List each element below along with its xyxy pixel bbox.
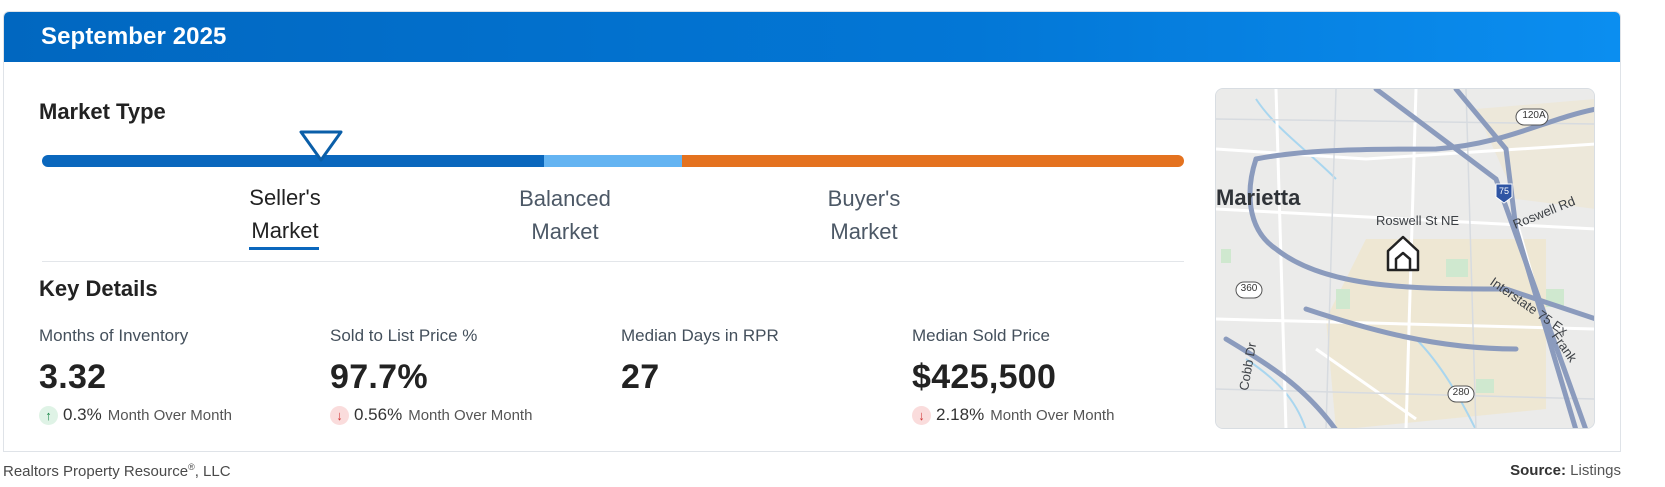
stat-median-days: Median Days in RPR 27 [621, 326, 901, 397]
stat-label: Sold to List Price % [330, 326, 478, 345]
stat-median-sold-price: Median Sold Price $425,500 ↓ 2.18% Month… [912, 326, 1192, 425]
change-period: Month Over Month [107, 406, 232, 424]
map-graphic [1216, 89, 1594, 428]
route-shield-360 [1235, 281, 1263, 299]
shield-label-75: 75 [1498, 186, 1509, 196]
route-shield-75 [1495, 183, 1513, 204]
stat-sold-to-list: Sold to List Price % 97.7% ↓ 0.56% Month… [330, 326, 610, 425]
change-period: Month Over Month [990, 406, 1115, 424]
change-percent: 0.3% [63, 405, 102, 424]
seller-market-label: Seller's Market [215, 181, 355, 250]
selected-market-underline [249, 247, 319, 250]
stat-value: 97.7% [330, 358, 428, 396]
stat-value: 3.32 [39, 358, 107, 396]
card-header: September 2025 [4, 12, 1620, 62]
section-divider [42, 261, 1184, 262]
arrow-down-icon: ↓ [330, 405, 349, 425]
stat-label: Median Days in RPR [621, 326, 779, 345]
shield-label-120a: 120A [1522, 110, 1546, 121]
arrow-down-icon: ↓ [912, 405, 931, 425]
key-details-title: Key Details [39, 276, 158, 301]
arrow-up-icon: ↑ [39, 405, 58, 425]
stat-label: Months of Inventory [39, 326, 189, 345]
home-icon [1386, 235, 1420, 272]
change-percent: 2.18% [936, 405, 985, 424]
market-indicator-icon [299, 130, 343, 162]
stat-value: $425,500 [912, 358, 1057, 396]
area-map[interactable]: Marietta Roswell St NE Roswell Rd Inters… [1215, 88, 1595, 429]
map-city-label: Marietta [1216, 185, 1301, 210]
shield-label-360: 360 [1240, 283, 1258, 294]
footer-source: Source: Listings [1510, 462, 1621, 479]
stat-value: 27 [621, 358, 660, 396]
footer-company: Realtors Property Resource®, LLC [3, 462, 231, 480]
stat-change: ↓ 0.56% Month Over Month [330, 405, 610, 425]
seller-market-segment [42, 155, 544, 167]
route-shield-280 [1447, 385, 1475, 403]
map-road-label: Roswell St NE [1376, 213, 1460, 228]
market-type-title: Market Type [39, 99, 166, 124]
stat-change: ↓ 2.18% Month Over Month [912, 405, 1192, 425]
stat-months-of-inventory: Months of Inventory 3.32 ↑ 0.3% Month Ov… [39, 326, 319, 425]
route-shield-120a [1515, 108, 1549, 126]
balanced-market-label: Balanced Market [519, 186, 611, 244]
stat-change: ↑ 0.3% Month Over Month [39, 405, 319, 425]
change-percent: 0.56% [354, 405, 403, 424]
market-type-scale [42, 155, 1184, 167]
balanced-market-segment [544, 155, 682, 167]
shield-label-280: 280 [1452, 387, 1470, 398]
market-report-card: September 2025 Market Type Seller's Mark… [3, 11, 1621, 452]
card-title: September 2025 [41, 23, 227, 50]
buyer-market-segment [682, 155, 1184, 167]
buyer-market-label: Buyer's Market [827, 186, 901, 244]
stat-label: Median Sold Price [912, 326, 1050, 345]
change-period: Month Over Month [408, 406, 533, 424]
